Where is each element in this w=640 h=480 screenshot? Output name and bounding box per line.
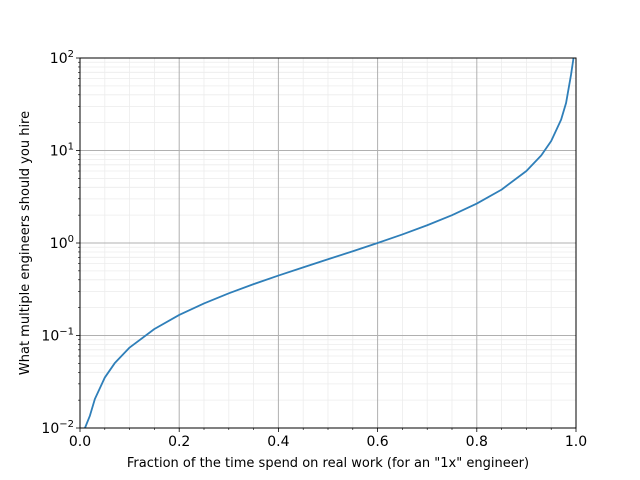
x-axis-label: Fraction of the time spend on real work … bbox=[127, 456, 529, 471]
y-tick-label: 101 bbox=[50, 142, 74, 160]
x-tick-label: 0.6 bbox=[366, 434, 388, 450]
ticks bbox=[76, 57, 577, 432]
x-tick-label: 0.8 bbox=[466, 434, 488, 450]
x-tick-label: 1.0 bbox=[565, 434, 587, 450]
y-tick-label: 100 bbox=[50, 234, 74, 252]
series-line bbox=[84, 57, 575, 429]
y-tick-label: 10−1 bbox=[41, 327, 74, 345]
y-tick-label: 102 bbox=[50, 49, 74, 67]
x-tick-label: 0.4 bbox=[267, 434, 289, 450]
x-tick-label: 0.2 bbox=[168, 434, 190, 450]
y-axis-label: What multiple engineers should you hire bbox=[18, 111, 33, 375]
y-tick-label: 10−2 bbox=[41, 419, 74, 437]
x-tick-label: 0.0 bbox=[69, 434, 91, 450]
x-tick-labels: 0.0 0.2 0.4 0.6 0.8 1.0 bbox=[69, 434, 587, 450]
y-tick-labels: 10−2 10−1 100 101 102 bbox=[41, 49, 74, 437]
series-layer bbox=[84, 57, 575, 429]
major-grid bbox=[80, 58, 576, 428]
